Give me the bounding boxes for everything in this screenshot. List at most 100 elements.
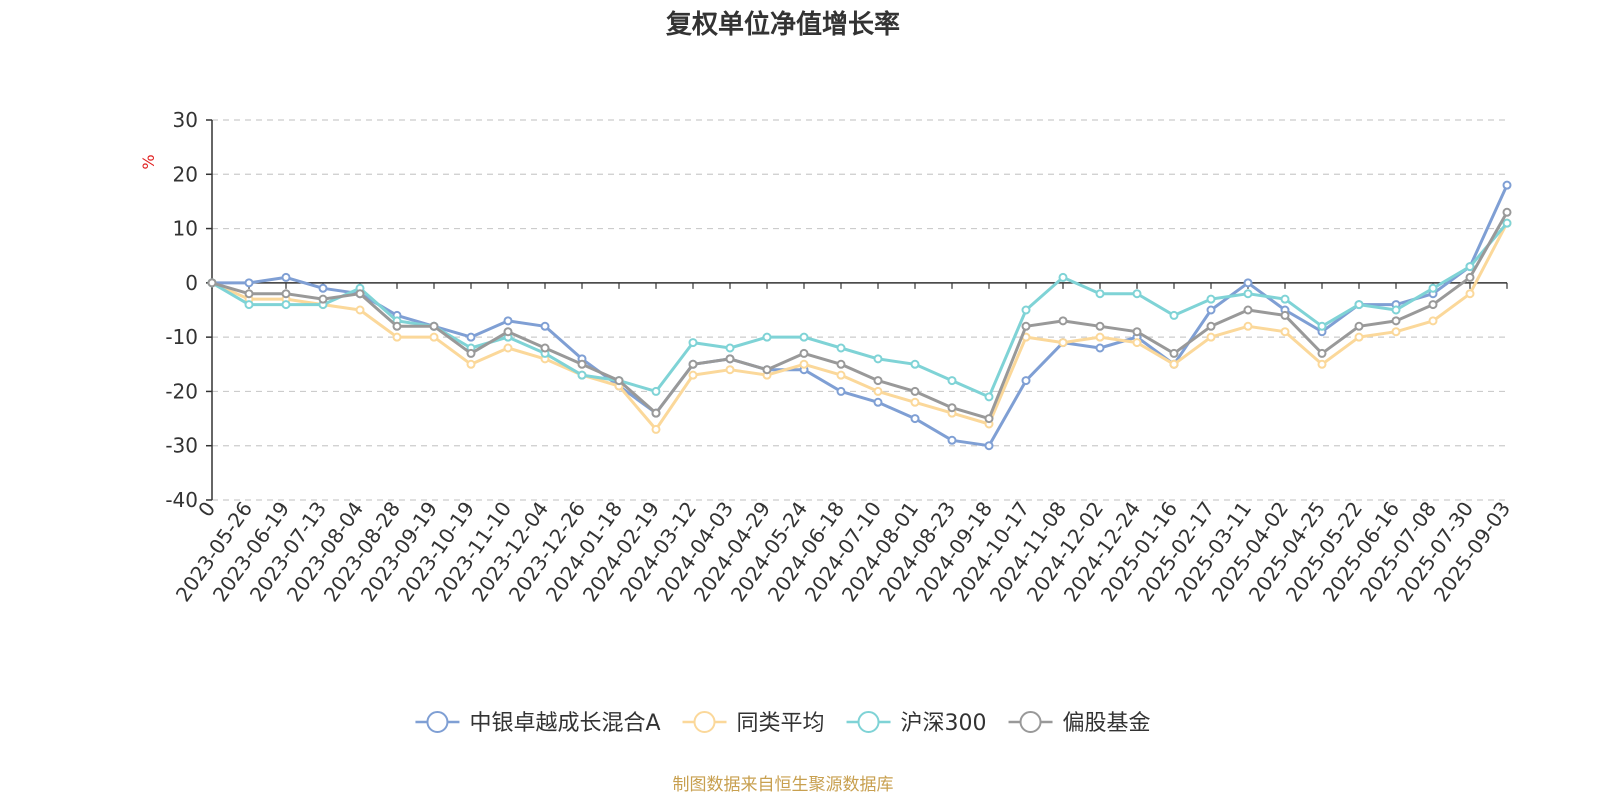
legend-label: 偏股基金 bbox=[1063, 711, 1151, 736]
data-point bbox=[1206, 321, 1216, 331]
y-tick-label: -10 bbox=[165, 325, 198, 349]
data-point bbox=[1243, 289, 1253, 299]
data-point bbox=[1243, 278, 1253, 288]
data-point bbox=[281, 300, 291, 310]
series-line bbox=[211, 222, 1509, 431]
data-point bbox=[1095, 332, 1105, 342]
data-point bbox=[1243, 305, 1253, 315]
data-point bbox=[1095, 321, 1105, 331]
y-tick-label: 30 bbox=[173, 108, 198, 132]
data-point bbox=[910, 414, 920, 424]
data-point bbox=[1021, 321, 1031, 331]
data-point bbox=[244, 300, 254, 310]
data-point bbox=[577, 359, 587, 369]
data-point bbox=[1206, 305, 1216, 315]
data-point bbox=[1280, 294, 1290, 304]
data-point bbox=[1354, 321, 1364, 331]
grid-lines bbox=[212, 119, 1507, 501]
data-point bbox=[1465, 272, 1475, 282]
data-point bbox=[281, 289, 291, 299]
legend-swatch-marker bbox=[1019, 711, 1042, 733]
data-point bbox=[1317, 348, 1327, 358]
data-point bbox=[725, 354, 735, 364]
data-point bbox=[1391, 327, 1401, 337]
series-line bbox=[211, 211, 1509, 421]
data-point bbox=[873, 354, 883, 364]
data-point bbox=[1428, 316, 1438, 326]
data-point bbox=[947, 435, 957, 445]
data-point bbox=[725, 365, 735, 375]
legend-swatch-marker bbox=[693, 711, 716, 733]
data-point bbox=[725, 343, 735, 353]
data-point bbox=[577, 370, 587, 380]
data-point bbox=[1317, 359, 1327, 369]
data-point bbox=[1502, 218, 1512, 228]
data-point bbox=[1502, 207, 1512, 217]
data-point bbox=[1095, 289, 1105, 299]
data-point bbox=[429, 332, 439, 342]
y-tick-label: -20 bbox=[165, 379, 198, 403]
data-point bbox=[688, 359, 698, 369]
data-point bbox=[651, 408, 661, 418]
x-tick-labels: 02023-05-262023-06-192023-07-132023-08-0… bbox=[171, 497, 1515, 606]
data-point bbox=[651, 424, 661, 434]
data-point bbox=[1354, 300, 1364, 310]
data-point bbox=[318, 294, 328, 304]
data-point bbox=[1280, 310, 1290, 320]
legend: 中银卓越成长混合A 同类平均 沪深300 偏股基金 bbox=[415, 711, 1151, 736]
y-axis-unit: % bbox=[139, 154, 158, 169]
data-point bbox=[355, 289, 365, 299]
data-point bbox=[540, 343, 550, 353]
legend-swatch-marker bbox=[426, 711, 449, 733]
legend-label: 沪深300 bbox=[901, 711, 987, 736]
data-point bbox=[207, 278, 217, 288]
data-point bbox=[651, 386, 661, 396]
data-point bbox=[1058, 338, 1068, 348]
data-point bbox=[1317, 321, 1327, 331]
series-lines bbox=[207, 180, 1512, 451]
data-point bbox=[1354, 332, 1364, 342]
data-point bbox=[688, 338, 698, 348]
y-tick-label: 20 bbox=[173, 162, 198, 186]
data-point bbox=[910, 386, 920, 396]
data-point bbox=[1280, 327, 1290, 337]
data-point bbox=[1502, 180, 1512, 190]
data-point bbox=[1021, 305, 1031, 315]
data-point bbox=[984, 392, 994, 402]
legend-label: 同类平均 bbox=[737, 711, 825, 736]
data-point bbox=[1243, 321, 1253, 331]
data-point bbox=[799, 359, 809, 369]
data-point bbox=[1465, 289, 1475, 299]
data-point bbox=[1132, 289, 1142, 299]
data-point bbox=[688, 370, 698, 380]
data-point bbox=[799, 332, 809, 342]
y-tick-label: 0 bbox=[185, 271, 198, 295]
data-point bbox=[873, 376, 883, 386]
data-point bbox=[1169, 310, 1179, 320]
data-point bbox=[1428, 300, 1438, 310]
data-point bbox=[503, 343, 513, 353]
data-point bbox=[429, 321, 439, 331]
data-point bbox=[1391, 305, 1401, 315]
legend-swatch-marker bbox=[857, 711, 880, 733]
source-note: 制图数据来自恒生聚源数据库 bbox=[673, 775, 894, 795]
y-tick-labels: 30 20 10 0 -10 -20 -30 -40 bbox=[165, 108, 198, 512]
chart-title: 复权单位净值增长率 bbox=[666, 9, 900, 40]
data-point bbox=[1169, 348, 1179, 358]
data-point bbox=[799, 348, 809, 358]
data-point bbox=[836, 343, 846, 353]
y-tick-label: -30 bbox=[165, 434, 198, 458]
data-point bbox=[762, 365, 772, 375]
data-point bbox=[281, 272, 291, 282]
data-point bbox=[503, 316, 513, 326]
data-point bbox=[614, 376, 624, 386]
data-point bbox=[1391, 316, 1401, 326]
data-point bbox=[392, 332, 402, 342]
data-point bbox=[984, 414, 994, 424]
data-point bbox=[873, 397, 883, 407]
data-point bbox=[355, 305, 365, 315]
data-point bbox=[540, 321, 550, 331]
data-point bbox=[836, 386, 846, 396]
data-point bbox=[1021, 376, 1031, 386]
data-point bbox=[466, 348, 476, 358]
